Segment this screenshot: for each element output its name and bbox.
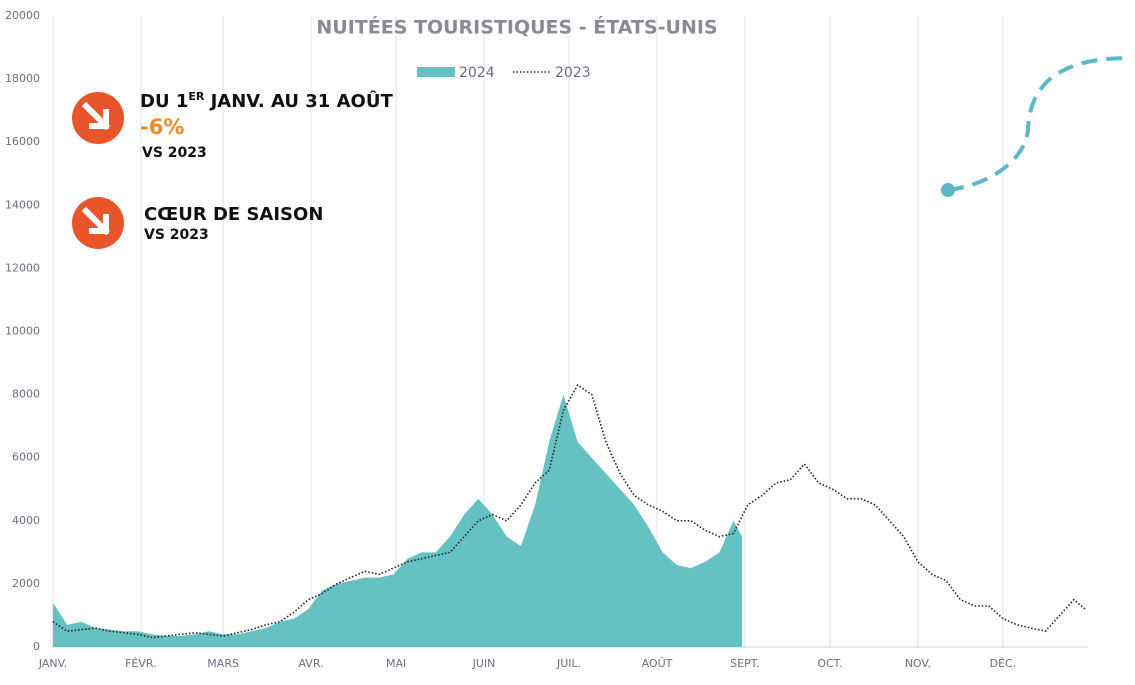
x-tick-label: OCT. — [817, 657, 842, 670]
plot — [52, 16, 1088, 648]
annotation-vs: VS 2023 — [142, 145, 207, 161]
annotation-vs: VS 2023 — [144, 227, 209, 243]
x-tick-label: AVR. — [298, 657, 323, 670]
y-tick-label: 8000 — [12, 388, 40, 401]
annotation-period: DU 1ER JANV. AU 31 AOÛT — [140, 90, 393, 112]
x-tick-label: MARS — [207, 657, 239, 670]
legend-swatch — [417, 67, 455, 77]
x-tick-label: JANV. — [38, 657, 67, 670]
icon-down — [72, 92, 124, 144]
y-tick-label: 14000 — [5, 198, 40, 211]
x-tick-label: JUIL. — [556, 657, 581, 670]
decor-curve — [947, 56, 1131, 192]
x-tick-label: FÉVR. — [125, 657, 157, 670]
y-tick-label: 20000 — [5, 9, 40, 22]
x-tick-label: SEPT. — [730, 657, 759, 670]
y-tick-label: 2000 — [12, 577, 40, 590]
annotation-season: CŒUR DE SAISON — [144, 204, 323, 225]
x-tick-label: NOV. — [905, 657, 931, 670]
legend-label: 2023 — [555, 65, 591, 81]
y-tick-label: 0 — [33, 640, 40, 653]
y-tick-label: 16000 — [5, 135, 40, 148]
x-tick-label: MAI — [386, 657, 406, 670]
area — [53, 394, 743, 647]
y-tick-label: 6000 — [12, 451, 40, 464]
x-tick-label: DÉC. — [990, 657, 1017, 670]
legend-label: 2024 — [459, 65, 495, 81]
annotation-change: -6% — [140, 115, 184, 139]
icon-down — [72, 197, 124, 249]
line — [52, 383, 1086, 639]
x-tick-label: JUIN — [472, 657, 496, 670]
chart-title: NUITÉES TOURISTIQUES - ÉTATS-UNIS — [316, 16, 717, 39]
y-tick-label: 10000 — [5, 325, 40, 338]
y-tick-label: 4000 — [12, 514, 40, 527]
y-tick-label: 12000 — [5, 261, 40, 274]
x-tick-label: AOÛT — [642, 657, 673, 670]
decor-dot — [941, 183, 955, 197]
y-tick-label: 18000 — [5, 72, 40, 85]
